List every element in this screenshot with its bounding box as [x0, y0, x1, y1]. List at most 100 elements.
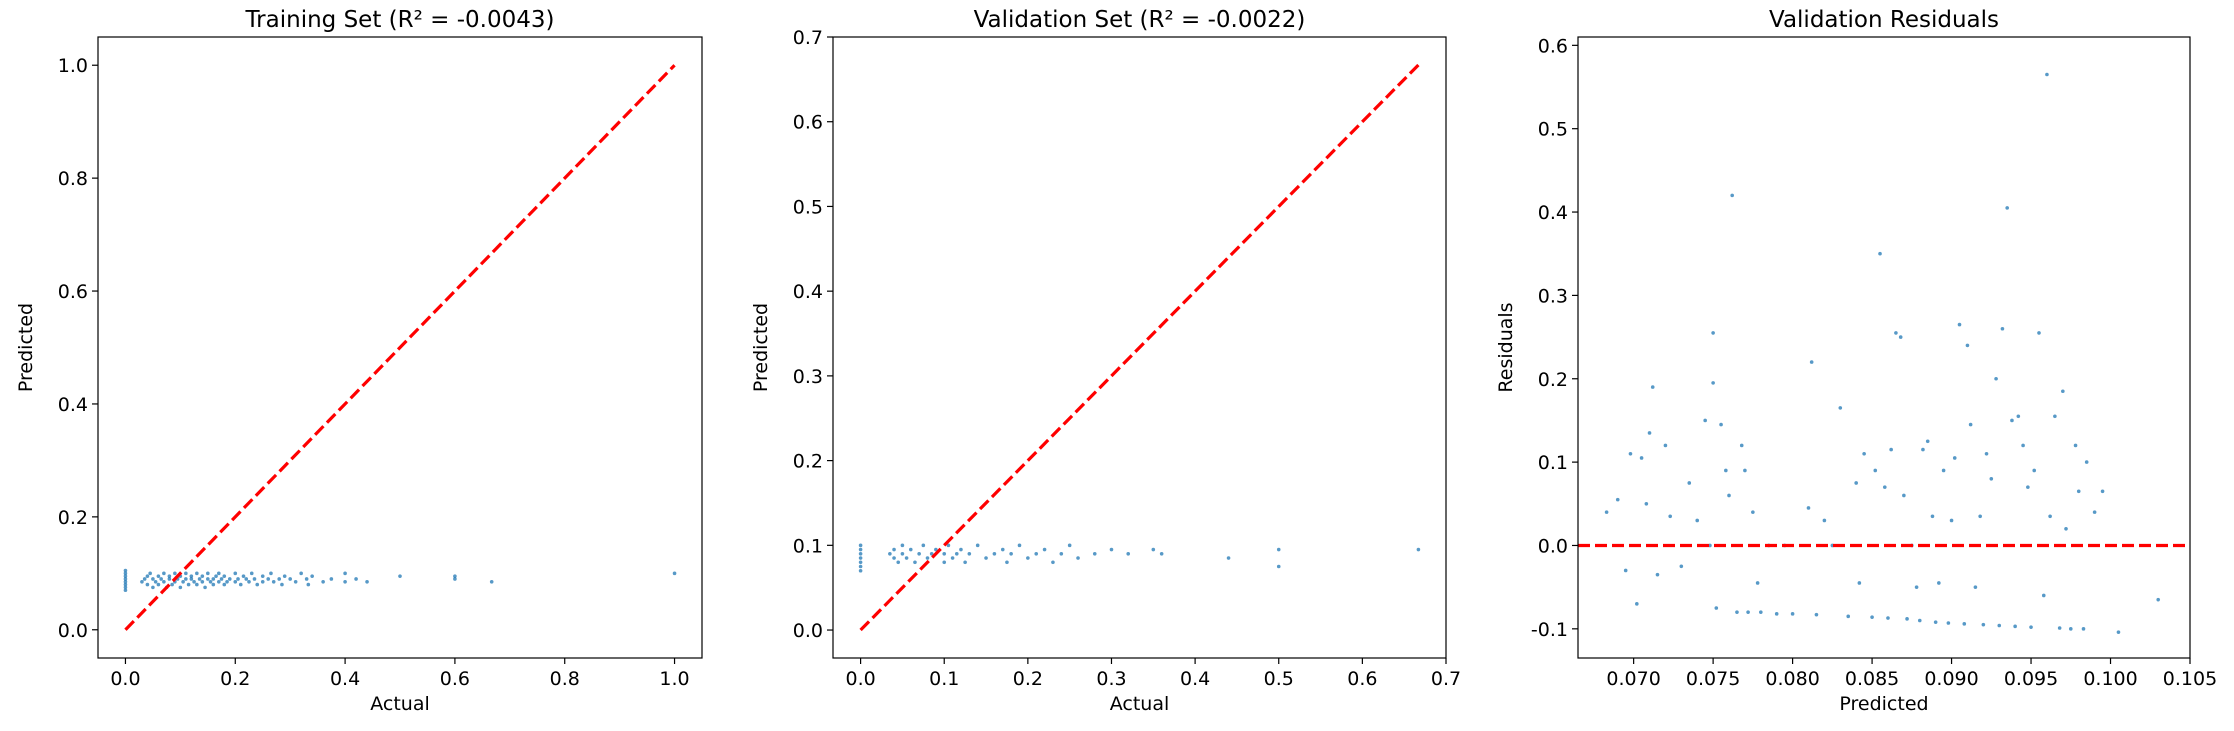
validation-point: [963, 560, 967, 565]
residuals-point: [1711, 381, 1715, 385]
residuals-point: [1708, 543, 1712, 548]
training-point: [288, 577, 292, 581]
training-point: [181, 579, 185, 584]
residuals-point: [1905, 617, 1909, 621]
training-point: [151, 577, 155, 581]
residuals-point: [1668, 514, 1672, 519]
residuals-point: [1639, 456, 1644, 460]
training-point: [343, 579, 347, 584]
validation-y-tick-label: 0.0: [793, 620, 823, 642]
training-point: [238, 582, 243, 587]
validation-x-tick-label: 0.2: [1013, 668, 1043, 690]
residuals-point: [1759, 610, 1763, 614]
training-point: [672, 571, 677, 576]
training-point: [249, 571, 254, 576]
residuals-point: [2100, 489, 2105, 494]
residuals-point: [1774, 612, 1779, 616]
residuals-x-tick-label: 0.080: [1765, 668, 1819, 690]
training-point: [123, 588, 128, 593]
training-point: [162, 579, 166, 584]
training-point: [489, 579, 494, 584]
validation-point: [900, 551, 905, 556]
validation-point: [1042, 547, 1047, 552]
residuals-y-tick-label: 0.2: [1538, 369, 1568, 391]
validation-point: [888, 551, 892, 556]
validation-x-tick-label: 0.5: [1264, 668, 1294, 690]
validation-point: [975, 543, 980, 548]
validation-point: [858, 560, 863, 565]
residuals-point: [1615, 497, 1620, 502]
validation-point: [900, 543, 905, 548]
validation-point: [1109, 547, 1114, 552]
training-point: [156, 574, 161, 578]
validation-y-tick-label: 0.4: [793, 281, 823, 303]
training-point: [225, 579, 229, 584]
training-point: [189, 577, 194, 581]
residuals-y-tick-label: 0.4: [1538, 202, 1568, 224]
training-point: [173, 571, 177, 576]
training-point: [217, 571, 221, 576]
residuals-point: [1719, 422, 1723, 427]
validation-point: [942, 551, 947, 556]
training-point: [145, 582, 150, 587]
residuals-point: [1941, 468, 1946, 473]
residuals-axes-frame: [1577, 36, 2191, 659]
training-y-tick-label: 0.8: [58, 168, 88, 190]
training-point: [123, 571, 128, 576]
validation-point: [1276, 564, 1281, 569]
validation-y-tick-label: 0.7: [793, 27, 823, 49]
residuals-y-tick-label: 0.3: [1538, 285, 1568, 307]
training-point: [453, 574, 457, 578]
residuals-point: [1739, 443, 1744, 448]
residuals-point: [2081, 627, 2086, 631]
residuals-point: [1989, 476, 1994, 481]
training-point: [170, 582, 174, 587]
training-point: [142, 577, 147, 581]
validation-y-tick-label: 0.2: [793, 451, 823, 473]
validation-y-tick-label: 0.1: [793, 535, 823, 557]
validation-point: [1017, 543, 1022, 548]
validation-point: [1026, 556, 1030, 560]
residuals-point: [1730, 193, 1734, 198]
residuals-x-tick-label: 0.105: [2163, 668, 2217, 690]
residuals-point: [1949, 518, 1954, 523]
training-point: [310, 574, 314, 578]
training-point: [195, 582, 199, 587]
training-point: [162, 571, 166, 576]
validation-point: [967, 551, 972, 556]
residuals-point: [2026, 485, 2030, 489]
training-point: [271, 579, 276, 584]
residuals-point: [1806, 506, 1811, 510]
training-point: [184, 571, 188, 576]
residuals-point: [1994, 376, 1998, 381]
validation-point: [984, 556, 988, 560]
residuals-x-tick-label: 0.090: [1924, 668, 1978, 690]
residuals-point: [1650, 385, 1655, 389]
training-point: [269, 571, 273, 576]
validation-y-tick-label: 0.3: [793, 366, 823, 388]
validation-point: [1000, 547, 1005, 552]
residuals-point: [1703, 418, 1707, 423]
validation-point: [858, 543, 863, 548]
training-y-tick-label: 0.4: [58, 394, 88, 416]
training-point: [145, 574, 150, 578]
validation-point: [1226, 556, 1231, 560]
validation-point: [1276, 547, 1281, 552]
residuals-point: [1946, 621, 1951, 625]
training-point: [186, 582, 191, 587]
residuals-point: [1838, 406, 1843, 410]
residuals-point: [1862, 451, 1866, 456]
validation-point: [858, 551, 863, 556]
training-point: [195, 571, 199, 576]
residuals-x-tick-label: 0.070: [1606, 668, 1660, 690]
residuals-point: [1822, 518, 1827, 523]
residuals-point: [1933, 620, 1938, 624]
residuals-point: [1873, 468, 1878, 473]
residuals-point: [1724, 468, 1728, 473]
training-point: [206, 571, 210, 576]
training-point: [222, 574, 227, 578]
residuals-point: [1679, 564, 1684, 569]
validation-y-tick-label: 0.5: [793, 196, 823, 218]
training-point: [241, 574, 246, 578]
validation-x-tick-label: 0.7: [1431, 668, 1461, 690]
